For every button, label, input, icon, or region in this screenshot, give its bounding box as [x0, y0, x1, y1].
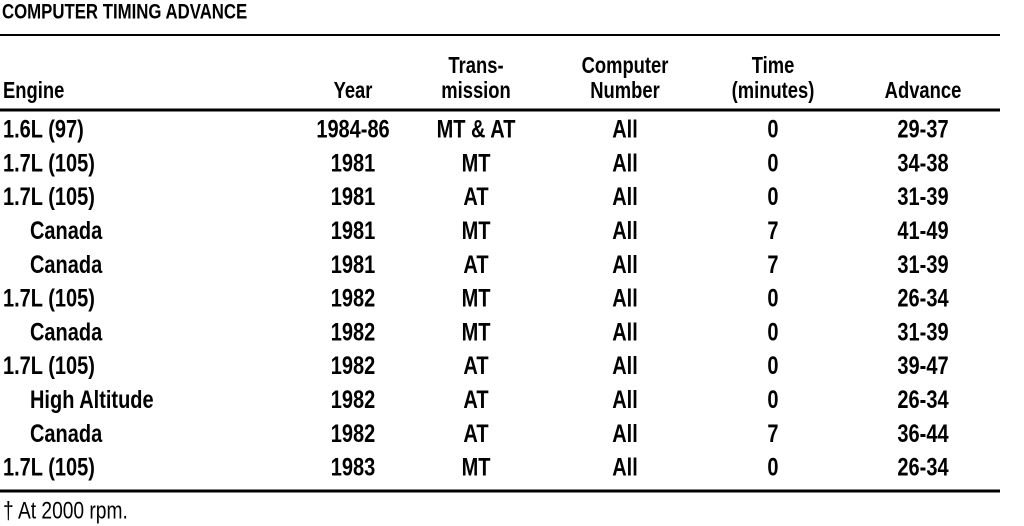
- table-cell: 1.7L (105): [3, 352, 95, 380]
- table-cell: 0: [767, 183, 778, 211]
- table-cell: All: [612, 454, 638, 482]
- table-cell: 1981: [331, 217, 375, 245]
- table-cell: MT: [462, 318, 491, 346]
- table-cell: 1982: [331, 318, 375, 346]
- table-cell: All: [612, 183, 638, 211]
- table-cell: MT: [462, 217, 491, 245]
- table-cell: 1982: [331, 386, 375, 414]
- footnote: † At 2000 rpm.: [3, 496, 128, 524]
- column-header: Year: [334, 78, 373, 103]
- table-cell: All: [612, 116, 638, 144]
- table-cell: 34-38: [897, 149, 948, 177]
- column-header: Number: [590, 78, 659, 103]
- table-cell: 1984-86: [316, 116, 389, 144]
- table-cell: 7: [767, 251, 778, 279]
- table-cell: 1.7L (105): [3, 149, 95, 177]
- column-header: Engine: [3, 78, 64, 103]
- table-cell: All: [612, 251, 638, 279]
- table-cell: 1981: [331, 149, 375, 177]
- column-header: mission: [441, 78, 510, 103]
- table-cell: MT: [462, 149, 491, 177]
- table-cell: 1981: [331, 251, 375, 279]
- table-cell: 26-34: [897, 454, 948, 482]
- table-cell: 7: [767, 217, 778, 245]
- table-cell: 0: [767, 149, 778, 177]
- table-cell: 1982: [331, 285, 375, 313]
- column-header: Time: [752, 53, 795, 78]
- table-cell: MT: [462, 285, 491, 313]
- table-cell: 1982: [331, 352, 375, 380]
- table-cell: All: [612, 318, 638, 346]
- table-cell: MT & AT: [437, 116, 516, 144]
- table-cell: Canada: [30, 420, 103, 448]
- table-cell: 0: [767, 352, 778, 380]
- table-cell: 7: [767, 420, 778, 448]
- table-cell: 0: [767, 386, 778, 414]
- table-cell: High Altitude: [30, 386, 154, 414]
- column-header: (minutes): [732, 78, 815, 103]
- table-cell: All: [612, 352, 638, 380]
- column-header: Computer: [582, 53, 669, 78]
- table-cell: All: [612, 149, 638, 177]
- table-cell: 0: [767, 285, 778, 313]
- table-cell: AT: [463, 183, 488, 211]
- table-cell: 26-34: [897, 285, 948, 313]
- table-cell: 0: [767, 116, 778, 144]
- table-cell: 1982: [331, 420, 375, 448]
- table-cell: 1.6L (97): [3, 116, 84, 144]
- table-cell: Canada: [30, 217, 103, 245]
- title: COMPUTER TIMING ADVANCE: [2, 1, 247, 24]
- table-cell: 0: [767, 454, 778, 482]
- table-cell: AT: [463, 352, 488, 380]
- table-cell: AT: [463, 251, 488, 279]
- table-cell: MT: [462, 454, 491, 482]
- table-cell: All: [612, 285, 638, 313]
- table-cell: All: [612, 217, 638, 245]
- table-cell: Canada: [30, 318, 103, 346]
- table-cell: 36-44: [897, 420, 948, 448]
- table-cell: 0: [767, 318, 778, 346]
- table-cell: 1983: [331, 454, 375, 482]
- table-cell: 31-39: [897, 183, 948, 211]
- column-header: Advance: [885, 78, 962, 103]
- table-cell: AT: [463, 386, 488, 414]
- table-cell: 1981: [331, 183, 375, 211]
- table-cell: All: [612, 420, 638, 448]
- table-cell: AT: [463, 420, 488, 448]
- table-cell: 31-39: [897, 251, 948, 279]
- table-cell: 1.7L (105): [3, 454, 95, 482]
- table-cell: 31-39: [897, 318, 948, 346]
- table-cell: All: [612, 386, 638, 414]
- table-cell: 1.7L (105): [3, 285, 95, 313]
- column-header: Trans-: [448, 53, 503, 78]
- table-cell: Canada: [30, 251, 103, 279]
- table-cell: 29-37: [897, 116, 948, 144]
- table-cell: 1.7L (105): [3, 183, 95, 211]
- table-cell: 39-47: [897, 352, 948, 380]
- table-cell: 41-49: [897, 217, 948, 245]
- table-cell: 26-34: [897, 386, 948, 414]
